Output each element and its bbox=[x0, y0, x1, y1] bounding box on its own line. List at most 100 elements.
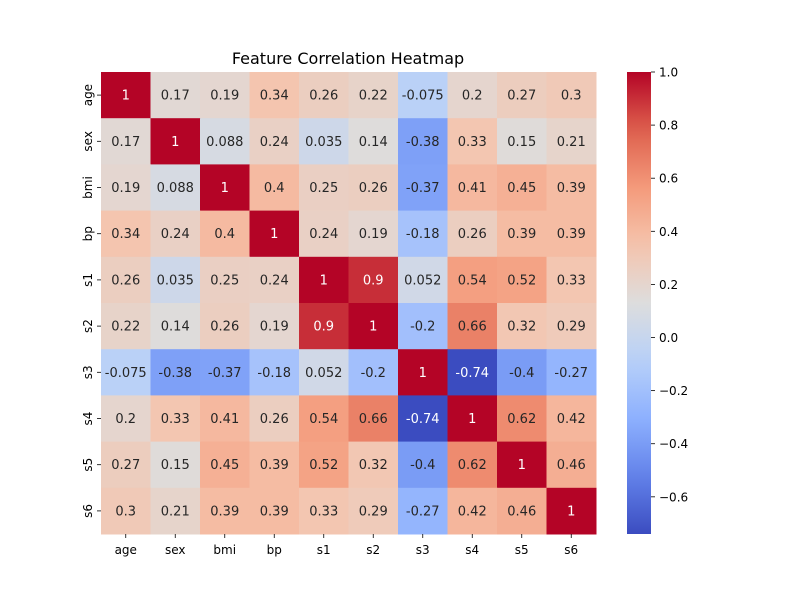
x-tick-label: bmi bbox=[213, 543, 236, 557]
cell-value-label: 0.45 bbox=[210, 458, 239, 473]
heatmap-cell-s2-s4 bbox=[447, 303, 498, 350]
cell-value-label: 0.42 bbox=[458, 504, 487, 519]
colorbar-tick-label: 1.0 bbox=[659, 66, 678, 80]
heatmap-cell-s4-bmi bbox=[200, 395, 250, 443]
heatmap-cell-bp-s6 bbox=[546, 210, 597, 258]
y-tick-label: sex bbox=[81, 131, 95, 152]
cell-value-label: -0.4 bbox=[509, 366, 534, 381]
cell-value-label: 0.4 bbox=[214, 227, 235, 242]
cell-value-label: 0.26 bbox=[260, 412, 289, 427]
cell-value-label: 0.035 bbox=[157, 273, 194, 288]
x-tick-label: s4 bbox=[465, 543, 479, 557]
heatmap-cell-sex-s1 bbox=[299, 118, 349, 165]
heatmap-cell-s3-sex bbox=[150, 349, 201, 396]
cell-value-label: 0.26 bbox=[458, 227, 487, 242]
cell-value-label: 0.29 bbox=[359, 504, 388, 519]
heatmap-cell-age-sex bbox=[150, 72, 201, 119]
heatmap-cell-s3-age bbox=[101, 349, 151, 396]
colorbar-tick-label: −0.6 bbox=[659, 490, 688, 504]
cell-value-label: 1 bbox=[171, 135, 179, 150]
heatmap-cell-s2-s2 bbox=[348, 303, 399, 350]
heatmap-cell-sex-sex bbox=[150, 118, 201, 165]
y-tick-label: s3 bbox=[81, 365, 95, 379]
cell-value-label: -0.38 bbox=[406, 135, 440, 150]
heatmap-cell-bp-sex bbox=[150, 210, 201, 258]
cell-value-label: 0.39 bbox=[557, 181, 586, 196]
heatmap-cell-bp-s1 bbox=[299, 210, 349, 258]
heatmap-cell-s1-s5 bbox=[497, 256, 547, 304]
heatmap-cell-s5-bmi bbox=[200, 441, 250, 489]
cell-value-label: 0.24 bbox=[161, 227, 190, 242]
heatmap-cell-sex-s5 bbox=[497, 118, 547, 165]
colorbar-tick-label: −0.4 bbox=[659, 437, 688, 451]
cell-value-label: 0.035 bbox=[305, 135, 342, 150]
cell-value-label: 0.32 bbox=[507, 320, 536, 335]
heatmap-cell-bp-s3 bbox=[398, 210, 448, 258]
heatmap-cell-bmi-sex bbox=[150, 164, 201, 212]
chart-title: Feature Correlation Heatmap bbox=[232, 49, 464, 68]
heatmap-cell-bp-bmi bbox=[200, 210, 250, 258]
cell-value-label: 0.19 bbox=[260, 320, 289, 335]
cell-value-label: -0.74 bbox=[406, 412, 440, 427]
heatmap-cell-age-s4 bbox=[447, 72, 498, 119]
cell-value-label: 0.26 bbox=[210, 320, 239, 335]
heatmap-cell-s3-s5 bbox=[497, 349, 547, 396]
heatmap-cell-s5-s3 bbox=[398, 441, 448, 489]
cell-value-label: 0.17 bbox=[111, 135, 140, 150]
cell-value-label: 0.2 bbox=[462, 89, 483, 104]
heatmap-cell-bp-s2 bbox=[348, 210, 399, 258]
heatmap-cell-s3-s6 bbox=[546, 349, 597, 396]
cell-value-label: 0.19 bbox=[210, 89, 239, 104]
x-tick-label: s3 bbox=[416, 543, 430, 557]
cell-value-label: 0.15 bbox=[507, 135, 536, 150]
cell-value-label: 0.42 bbox=[557, 412, 586, 427]
heatmap-cell-s2-bmi bbox=[200, 303, 250, 350]
cell-value-label: -0.37 bbox=[208, 366, 242, 381]
cell-value-label: -0.18 bbox=[406, 227, 440, 242]
cell-value-label: 0.25 bbox=[309, 181, 338, 196]
y-tick-label: age bbox=[81, 84, 95, 106]
heatmap-cell-age-bp bbox=[249, 72, 300, 119]
heatmap-cell-s3-s3 bbox=[398, 349, 448, 396]
heatmap-cell-s2-s3 bbox=[398, 303, 448, 350]
cell-value-label: 0.9 bbox=[363, 273, 384, 288]
heatmap-cell-s4-s5 bbox=[497, 395, 547, 443]
cell-value-label: 0.34 bbox=[111, 227, 140, 242]
x-tick-label: s1 bbox=[317, 543, 331, 557]
cell-value-label: -0.27 bbox=[406, 504, 440, 519]
y-tick-label: s1 bbox=[81, 273, 95, 287]
cell-value-label: 0.21 bbox=[161, 504, 190, 519]
heatmap-cell-age-s2 bbox=[348, 72, 399, 119]
heatmap-cell-s3-s4 bbox=[447, 349, 498, 396]
cell-value-label: 0.62 bbox=[458, 458, 487, 473]
heatmap-cell-s6-s3 bbox=[398, 487, 448, 535]
cell-value-label: 0.14 bbox=[161, 320, 190, 335]
cell-value-label: 0.088 bbox=[206, 135, 243, 150]
heatmap-cell-s2-sex bbox=[150, 303, 201, 350]
heatmap-cell-s6-s1 bbox=[299, 487, 349, 535]
cell-value-label: 0.46 bbox=[507, 504, 536, 519]
cell-value-label: 0.66 bbox=[359, 412, 388, 427]
cell-value-label: 1 bbox=[221, 181, 229, 196]
x-tick-label: age bbox=[115, 543, 137, 557]
heatmap-cell-bmi-bp bbox=[249, 164, 300, 212]
cell-value-label: 0.15 bbox=[161, 458, 190, 473]
heatmap-cell-s5-age bbox=[101, 441, 151, 489]
y-tick-label: s5 bbox=[81, 458, 95, 472]
heatmap-cell-s1-age bbox=[101, 256, 151, 304]
cell-value-label: 0.26 bbox=[111, 273, 140, 288]
heatmap-cell-s3-s1 bbox=[299, 349, 349, 396]
heatmap-cell-age-s6 bbox=[546, 72, 597, 119]
cell-value-label: 0.052 bbox=[404, 273, 441, 288]
heatmap-cell-age-s3 bbox=[398, 72, 448, 119]
cell-value-label: 0.3 bbox=[115, 504, 136, 519]
heatmap-cell-s1-s2 bbox=[348, 256, 399, 304]
cell-value-label: 0.17 bbox=[161, 89, 190, 104]
cell-value-label: 1 bbox=[122, 89, 130, 104]
heatmap-cell-s3-bmi bbox=[200, 349, 250, 396]
cell-value-label: 0.33 bbox=[458, 135, 487, 150]
cell-value-label: 0.39 bbox=[260, 458, 289, 473]
cell-value-label: 0.34 bbox=[260, 89, 289, 104]
heatmap-cell-sex-s4 bbox=[447, 118, 498, 165]
heatmap-cell-s4-s1 bbox=[299, 395, 349, 443]
